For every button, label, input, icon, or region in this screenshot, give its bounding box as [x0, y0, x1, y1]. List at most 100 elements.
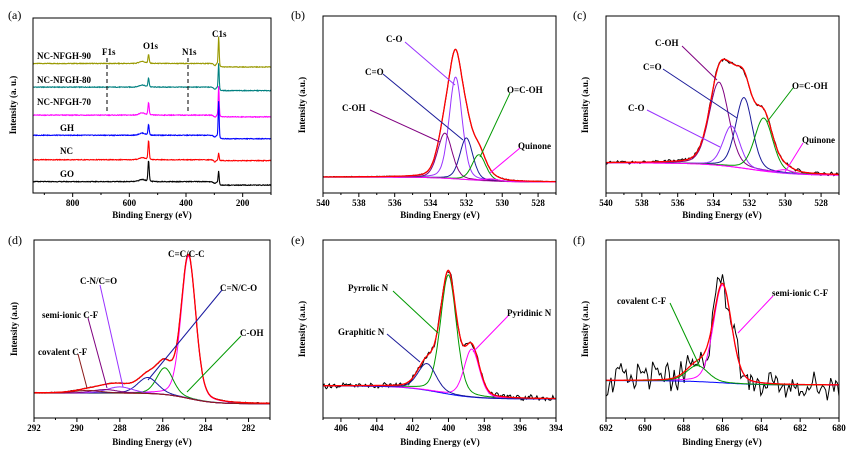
x-tick-label: 538 — [635, 198, 649, 208]
fit-envelope-line — [606, 58, 840, 176]
series-line-go — [33, 160, 272, 187]
component-label: C-O — [628, 103, 645, 113]
component-label: semi-ionic C-F — [772, 288, 829, 298]
plot-frame — [33, 239, 271, 419]
x-tick-label: 686 — [716, 423, 730, 433]
fit-envelope-line — [33, 253, 270, 404]
arrow — [766, 87, 794, 123]
annotations-a: NC-NFGH-90 NC-NFGH-80 NC-NFGH-70 GH NC G… — [37, 29, 227, 179]
series-label: NC-NFGH-90 — [37, 51, 91, 61]
x-tick-label: 682 — [793, 423, 807, 433]
background-line — [323, 385, 556, 400]
x-tick-label: 688 — [677, 423, 691, 433]
raw-data-line — [605, 274, 840, 401]
annotations-c: C-OH C=O C-O O=C-OH Quinone — [628, 38, 835, 173]
arrow — [784, 142, 804, 173]
series-label: NC-NFGH-70 — [37, 97, 91, 107]
component-line-o-c-oh — [606, 117, 839, 176]
annotations-d: C=C/C-C C-OH C=N/C-O C-N/C=O semi-ionic … — [38, 249, 264, 393]
x-tick-label: 540 — [316, 198, 330, 208]
x-axis-label-e: Binding Energy (eV) — [400, 437, 480, 447]
component-line-c-oh — [34, 367, 270, 405]
x-tick-label: 690 — [638, 423, 652, 433]
y-axis-label-a: Intensity (a. u.) — [8, 76, 18, 135]
component-label: O=C-OH — [507, 85, 543, 95]
component-label: C=O — [643, 62, 662, 72]
x-tick-label: 404 — [370, 423, 384, 433]
component-label: Quinone — [802, 135, 835, 145]
component-label: covalent C-F — [617, 296, 667, 306]
series-label: GO — [60, 169, 74, 179]
plot-a: 800 600 400 200 — [32, 17, 272, 208]
component-label: C=N/C-O — [220, 283, 257, 293]
plot-frame — [32, 17, 272, 194]
fit-envelope-line — [323, 48, 556, 183]
y-axis-label-e: Intensity (a.u.) — [297, 301, 307, 357]
x-tick-label: 290 — [70, 423, 84, 433]
component-line-pyridinic-n — [323, 348, 556, 400]
x-tick-label: 532 — [743, 198, 757, 208]
plot-frame — [605, 239, 840, 419]
x-axis-label-f: Binding Energy (eV) — [682, 437, 762, 447]
component-line-covalent-c-f — [606, 364, 839, 386]
x-tick-label: 396 — [513, 423, 527, 433]
x-tick-label: 530 — [495, 198, 509, 208]
arrow — [404, 41, 456, 86]
arrow — [386, 333, 421, 363]
arrow — [392, 290, 439, 334]
peak-label-n1s: N1s — [182, 47, 197, 57]
panel-label-f: (f) — [573, 233, 585, 247]
fit-envelope-line — [323, 269, 556, 400]
component-line-c-n-c-o — [34, 377, 270, 405]
arrow — [99, 284, 124, 388]
x-tick-label: 288 — [113, 423, 127, 433]
x-tick-label: 286 — [156, 423, 170, 433]
arrow — [472, 315, 509, 353]
component-label: Pyrrolic N — [348, 283, 389, 293]
series-label: GH — [60, 123, 74, 133]
arrow — [87, 317, 108, 389]
plot-frame — [322, 239, 557, 419]
component-line-c-c-c-c — [34, 255, 271, 404]
component-label: semi-ionic C-F — [42, 310, 99, 320]
component-label: covalent C-F — [38, 347, 88, 357]
x-tick-label: 800 — [66, 198, 80, 208]
plot-b: 540 538 536 534 532 530 528 — [316, 15, 557, 208]
series-label: NC — [60, 146, 73, 156]
series-line-nc-nfgh-90 — [32, 36, 272, 69]
component-line-c-n-c-o — [34, 386, 270, 405]
panel-label-e: (e) — [291, 233, 304, 247]
annotations-e: Pyrrolic N Pyridinic N Graphitic N — [338, 283, 552, 363]
component-label: C-O — [386, 34, 403, 44]
arrow — [147, 289, 223, 381]
panel-label-b: (b) — [291, 8, 305, 22]
arrow — [681, 45, 718, 81]
y-axis-label-f: Intensity (a.u.) — [580, 301, 590, 357]
y-axis-label-b: Intensity (a.u.) — [297, 77, 307, 133]
component-label: C-OH — [342, 103, 366, 113]
component-label: C=C/C-C — [168, 249, 205, 259]
annotations-b: C-O C=O C-OH O=C-OH Quinone — [342, 34, 551, 174]
x-tick-label: 282 — [242, 423, 256, 433]
x-tick-label: 528 — [814, 198, 828, 208]
y-axis-label-c: Intensity (a.u.) — [580, 77, 590, 133]
x-tick-label: 530 — [778, 198, 792, 208]
x-axis-label-c: Binding Energy (eV) — [682, 210, 762, 220]
arrow — [77, 353, 88, 389]
raw-data-line — [605, 58, 839, 177]
component-label: C=O — [365, 67, 384, 77]
component-label: C-N/C=O — [80, 276, 117, 286]
x-tick-label: 292 — [27, 423, 41, 433]
series-line-gh — [32, 101, 272, 141]
x-tick-label: 538 — [352, 198, 366, 208]
plot-frame — [605, 15, 840, 194]
arrow — [369, 109, 441, 143]
annotations-f: semi-ionic C-F covalent C-F — [617, 288, 829, 368]
component-label: C-OH — [240, 328, 264, 338]
component-line-covalent-c-f — [34, 389, 270, 405]
component-line-graphitic-n — [323, 362, 556, 400]
arrow — [646, 109, 721, 148]
x-tick-label: 394 — [549, 423, 563, 433]
x-axis-label-a: Binding Energy (eV) — [112, 210, 192, 220]
